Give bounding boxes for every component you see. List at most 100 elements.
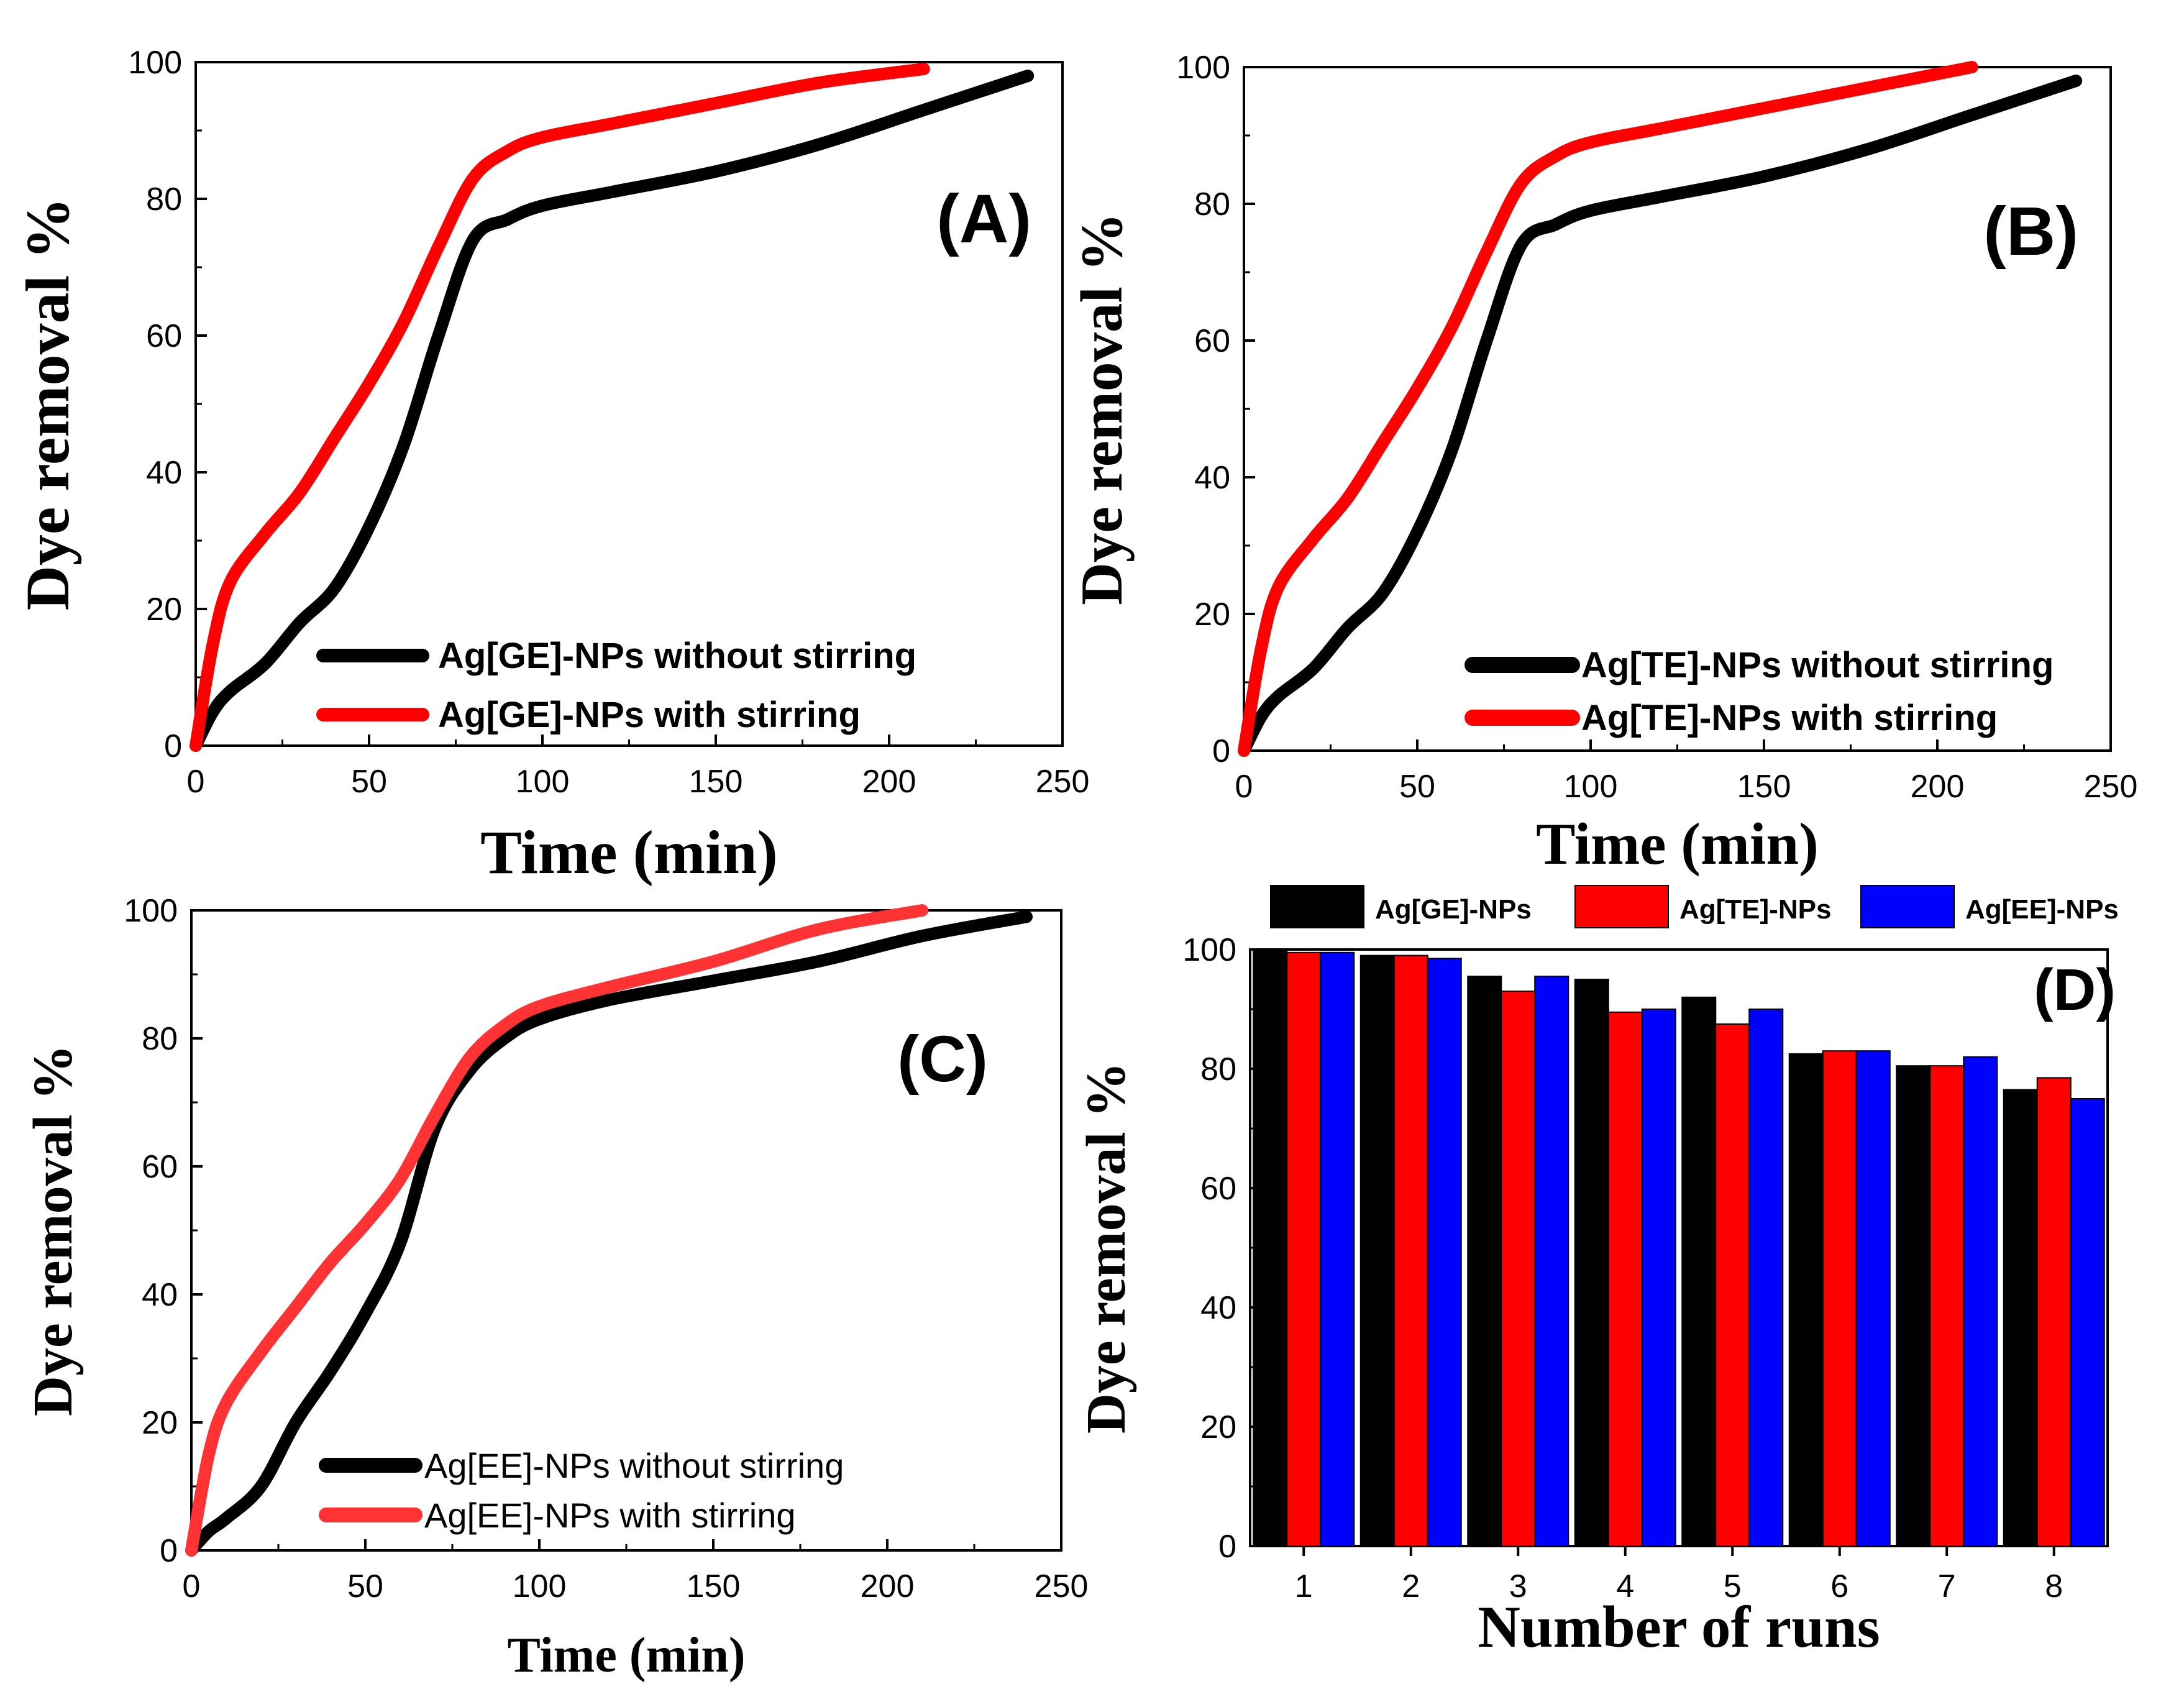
y-tick-label: 0 <box>1212 733 1230 769</box>
legend-label: Ag[TE]-NPs with stirring <box>1581 698 1998 738</box>
legend-label: Ag[EE]-NPs <box>1965 894 2119 925</box>
x-tick-label: 100 <box>513 1568 567 1604</box>
legend-swatch <box>1574 885 1669 928</box>
y-tick-label: 0 <box>160 1533 178 1569</box>
x-tick-label: 2 <box>1402 1568 1420 1604</box>
x-tick-label: 250 <box>1036 764 1090 800</box>
x-axis-label: Time (min) <box>480 818 778 887</box>
x-tick-label: 250 <box>1035 1568 1089 1604</box>
x-tick-label: 150 <box>1737 769 1791 805</box>
y-tick-label: 40 <box>1200 1290 1236 1326</box>
series-line-2 <box>190 63 930 752</box>
series-line-2 <box>185 904 928 1557</box>
legend-swatch <box>1860 885 1955 928</box>
x-tick-label: 50 <box>351 764 387 800</box>
y-tick-label: 20 <box>1194 597 1230 633</box>
y-tick-label: 60 <box>146 318 182 354</box>
y-tick-label: 80 <box>1194 186 1230 222</box>
y-tick-label: 40 <box>146 455 182 491</box>
x-tick-label: 1 <box>1295 1568 1313 1604</box>
x-tick-label: 0 <box>183 1568 201 1604</box>
x-tick-label: 150 <box>687 1568 741 1604</box>
x-tick-label: 0 <box>187 764 205 800</box>
bar-agtenps-run-8 <box>2036 1077 2072 1547</box>
bar-ageenps-run-3 <box>1534 976 1569 1547</box>
x-tick-label: 8 <box>2045 1568 2063 1604</box>
y-tick-label: 60 <box>1200 1171 1236 1207</box>
bar-aggenps-run-2 <box>1359 954 1395 1547</box>
x-tick-label: 200 <box>862 764 916 800</box>
x-tick-label: 0 <box>1235 769 1253 805</box>
x-tick-label: 250 <box>2084 769 2138 805</box>
legend-label: Ag[EE]-NPs without stirring <box>424 1446 844 1485</box>
x-tick-label: 150 <box>689 764 743 800</box>
panel-label: (C) <box>897 1023 988 1096</box>
series-line-2 <box>1238 61 1978 757</box>
legend-label: Ag[TE]-NPs without stirring <box>1581 645 2054 685</box>
bar-aggenps-run-1 <box>1253 949 1288 1547</box>
legend-swatch <box>1270 885 1364 928</box>
bar-aggenps-run-4 <box>1574 979 1609 1547</box>
y-axis-label: Dye removal % <box>13 198 82 611</box>
y-tick-label: 100 <box>1176 50 1230 86</box>
legend-label: Ag[EE]-NPs with stirring <box>424 1496 796 1535</box>
y-tick-label: 80 <box>1200 1051 1236 1087</box>
x-axis-label: Time (min) <box>1536 811 1819 877</box>
bar-aggenps-run-5 <box>1681 996 1717 1547</box>
y-tick-label: 0 <box>1218 1529 1236 1565</box>
x-tick-label: 100 <box>516 764 570 800</box>
y-tick-label: 40 <box>1194 460 1230 496</box>
y-axis-label: Dye removal % <box>1076 1062 1137 1434</box>
bar-aggenps-run-3 <box>1467 976 1502 1547</box>
bar-agtenps-run-7 <box>1929 1065 1965 1547</box>
legend-label: Ag[TE]-NPs <box>1679 894 1831 925</box>
y-tick-label: 60 <box>142 1149 178 1185</box>
y-axis-label: Dye removal % <box>22 1045 84 1416</box>
bar-aggenps-run-7 <box>1896 1065 1931 1547</box>
x-axis-label: Number of runs <box>1478 1594 1880 1660</box>
panel-label: (B) <box>1983 193 2078 270</box>
bar-agtenps-run-6 <box>1822 1050 1857 1547</box>
panel-b: 0 20 40 60 80 100 Dye removal % Time (min) (B) 0 5… <box>1069 50 2137 877</box>
x-tick-label: 5 <box>1724 1568 1742 1604</box>
x-tick-label: 7 <box>1938 1568 1956 1604</box>
bar-ageenps-run-5 <box>1748 1009 1784 1547</box>
x-tick-label: 200 <box>861 1568 915 1604</box>
y-tick-label: 100 <box>124 893 178 929</box>
panel-label: (D) <box>2034 957 2116 1023</box>
bar-agtenps-run-3 <box>1501 991 1536 1547</box>
x-tick-label: 100 <box>1564 769 1618 805</box>
bar-agtenps-run-1 <box>1286 951 1322 1547</box>
x-tick-label: 200 <box>1911 769 1965 805</box>
panel-c: 0 20 40 60 80 100 Dye removal % Time (min) (C) 0 5… <box>22 893 1088 1683</box>
y-tick-label: 20 <box>146 592 182 628</box>
panel-a: 0 20 40 60 80 100 Dye removal % Time (min) (A) 0 5… <box>13 45 1089 887</box>
y-tick-label: 100 <box>128 45 182 81</box>
legend-label: Ag[GE]-NPs without stirring <box>438 636 916 676</box>
bar-ageenps-run-2 <box>1427 958 1462 1547</box>
y-tick-label: 40 <box>142 1277 178 1313</box>
series-line-1 <box>190 70 1035 752</box>
bar-ageenps-run-1 <box>1320 951 1355 1547</box>
x-tick-label: 6 <box>1830 1568 1848 1604</box>
x-axis-label: Time (min) <box>508 1628 746 1683</box>
bar-ageenps-run-7 <box>1963 1056 1998 1547</box>
y-axis-label: Dye removal % <box>1069 213 1135 605</box>
bar-ageenps-run-8 <box>2070 1098 2105 1547</box>
legend-label: Ag[GE]-NPs with stirring <box>438 695 861 735</box>
y-tick-label: 80 <box>146 181 182 217</box>
bar-aggenps-run-8 <box>2003 1089 2038 1547</box>
bar-agtenps-run-2 <box>1393 954 1428 1547</box>
bar-agtenps-run-5 <box>1715 1023 1750 1547</box>
bar-agtenps-run-4 <box>1607 1011 1643 1547</box>
y-tick-label: 20 <box>142 1405 178 1441</box>
legend-label: Ag[GE]-NPs <box>1375 894 1532 925</box>
x-tick-label: 3 <box>1509 1568 1527 1604</box>
bar-aggenps-run-6 <box>1788 1053 1824 1547</box>
y-tick-label: 60 <box>1194 323 1230 359</box>
y-tick-label: 100 <box>1182 932 1236 968</box>
panel-label: (A) <box>936 181 1031 257</box>
x-tick-label: 50 <box>1399 769 1435 805</box>
y-tick-label: 0 <box>164 728 182 764</box>
